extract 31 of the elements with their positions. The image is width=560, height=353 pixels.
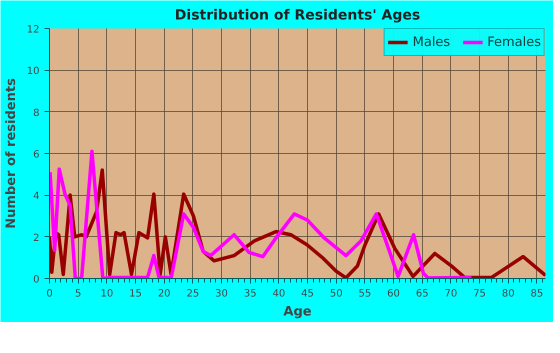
x-axis-title: Age bbox=[283, 304, 312, 320]
y-tick-label: 8 bbox=[33, 108, 40, 119]
y-tick-label: 4 bbox=[33, 191, 40, 202]
x-tick-label: 25 bbox=[186, 288, 200, 300]
x-tick-label: 10 bbox=[100, 288, 114, 300]
y-axis-title: Number of residents bbox=[4, 78, 19, 229]
x-tick-label: 0 bbox=[46, 288, 53, 300]
y-tick-label: 2 bbox=[33, 232, 40, 244]
x-tick-label: 80 bbox=[502, 288, 515, 300]
x-tick-label: 75 bbox=[473, 288, 486, 300]
chart-title: Distribution of Residents' Ages bbox=[174, 8, 420, 24]
y-tick-label: 12 bbox=[26, 24, 40, 36]
x-tick-label: 5 bbox=[74, 288, 82, 300]
y-tick-label: 10 bbox=[26, 66, 40, 78]
x-tick-label: 85 bbox=[530, 288, 544, 300]
legend-label: Males bbox=[412, 34, 450, 50]
x-tick-label: 50 bbox=[330, 288, 343, 300]
x-tick-label: 45 bbox=[301, 288, 314, 300]
line-series bbox=[50, 150, 474, 278]
x-tick-label: 20 bbox=[158, 288, 171, 300]
x-tick-label: 40 bbox=[272, 288, 286, 300]
y-tick-label: 0 bbox=[33, 274, 40, 286]
x-tick-label: 60 bbox=[387, 288, 400, 300]
x-tick-label: 70 bbox=[444, 288, 458, 300]
y-tick-label: 6 bbox=[33, 150, 40, 160]
x-tick-label: 15 bbox=[129, 288, 142, 300]
x-tick-label: 55 bbox=[358, 288, 372, 300]
x-tick-label: 35 bbox=[244, 288, 257, 300]
x-tick-label: 65 bbox=[416, 288, 429, 300]
legend-label: Females bbox=[487, 34, 541, 50]
x-tick-label: 30 bbox=[215, 288, 228, 300]
